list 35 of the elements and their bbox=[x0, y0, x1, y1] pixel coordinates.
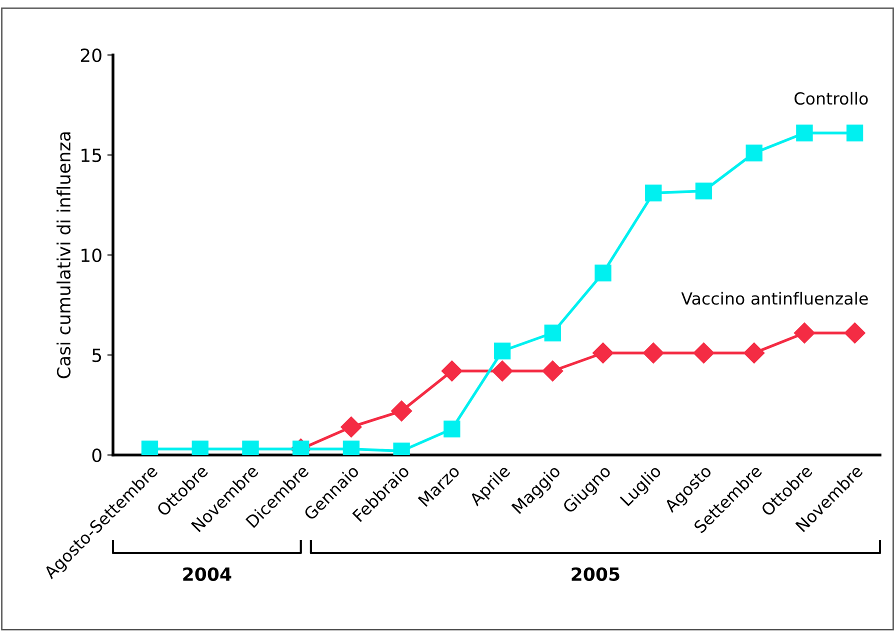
point bbox=[592, 342, 614, 364]
point bbox=[594, 264, 612, 282]
point bbox=[844, 322, 866, 344]
y-tick-label: 15 bbox=[82, 148, 102, 162]
point bbox=[342, 440, 360, 455]
point bbox=[695, 182, 712, 200]
point bbox=[494, 342, 511, 360]
y-tick-label: 20 bbox=[80, 48, 102, 62]
point bbox=[796, 124, 813, 142]
y-axis-title: Casi cumulativi di influenza bbox=[56, 132, 71, 378]
point bbox=[642, 342, 664, 364]
point bbox=[444, 420, 460, 438]
point bbox=[794, 322, 815, 344]
point bbox=[693, 342, 714, 364]
point bbox=[441, 360, 462, 382]
point bbox=[846, 124, 864, 142]
point bbox=[746, 144, 762, 162]
point bbox=[292, 440, 310, 455]
text: 2005 bbox=[572, 567, 620, 581]
point bbox=[340, 416, 362, 438]
point bbox=[192, 440, 208, 455]
point bbox=[544, 324, 561, 342]
point bbox=[492, 360, 513, 382]
series-label: Vaccino antinfluenzale bbox=[681, 292, 868, 305]
y-tick-label: 0 bbox=[92, 448, 102, 462]
point bbox=[744, 342, 765, 364]
y-tick-label: 10 bbox=[82, 248, 102, 262]
point bbox=[391, 400, 412, 422]
point bbox=[645, 184, 662, 202]
point bbox=[141, 440, 158, 455]
point bbox=[242, 440, 259, 455]
text: 2004 bbox=[183, 567, 232, 581]
point bbox=[542, 360, 564, 382]
series-label: Controllo bbox=[794, 92, 868, 105]
y-tick-label: 5 bbox=[92, 348, 102, 362]
